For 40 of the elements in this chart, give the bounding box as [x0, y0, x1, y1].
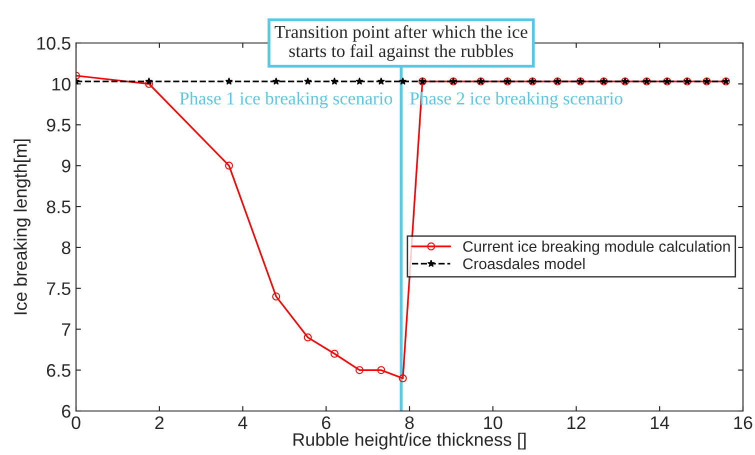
x-tick-label: 16 [734, 416, 752, 430]
ref-line-label: Transition point after which the ice starts to fail against the rubbles [274, 25, 528, 61]
point [399, 77, 407, 85]
point [355, 366, 364, 374]
legend-label: Croasdales model [463, 258, 585, 270]
point [304, 77, 312, 85]
x-axis-title: Rubble height/ice thickness [] [294, 432, 526, 450]
y-tick-label: 10.5 [37, 36, 70, 50]
x-tick-label: 2 [155, 416, 164, 429]
y-tick-label: 7.5 [46, 282, 70, 296]
point [330, 77, 338, 85]
y-axis-title: Ice breaking length[m] [14, 139, 30, 314]
point [377, 77, 385, 85]
point [330, 350, 338, 358]
y-tick-label: 8.5 [46, 200, 70, 214]
point [225, 162, 234, 170]
x-tick-label: 0 [72, 416, 80, 430]
y-tick-label: 9.5 [46, 118, 70, 132]
point [225, 77, 233, 85]
legend-label: Current ice breaking module calculation [463, 240, 730, 255]
annotation: Phase 1 ice breaking scenario [180, 92, 392, 108]
y-tick-label: 9 [62, 160, 70, 172]
y-tick-label: 6 [62, 404, 70, 418]
point [356, 77, 364, 85]
point [272, 77, 280, 85]
y-tick-label: 7 [62, 323, 70, 336]
x-tick-label: 8 [405, 416, 414, 430]
x-tick-label: 4 [238, 416, 248, 429]
x-tick-label: 12 [568, 416, 586, 429]
point [377, 366, 386, 374]
point [398, 374, 407, 382]
x-tick-label: 14 [650, 416, 670, 429]
y-tick-label: 8 [62, 241, 70, 254]
point [145, 77, 153, 85]
y-tick-label: 10 [52, 78, 70, 91]
point [304, 333, 312, 342]
y-tick-label: 6.5 [46, 364, 70, 377]
x-tick-label: 10 [484, 416, 502, 430]
x-tick-label: 6 [322, 416, 330, 430]
point [272, 292, 280, 301]
